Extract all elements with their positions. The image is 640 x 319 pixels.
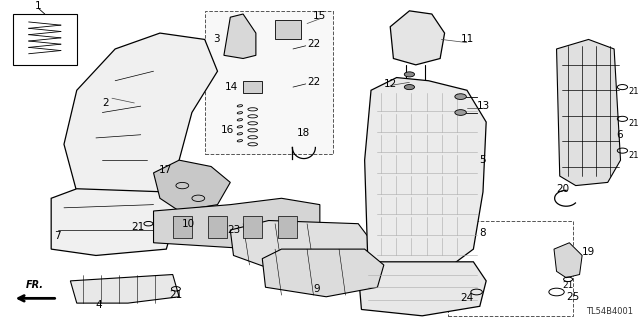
Bar [243, 216, 262, 238]
Circle shape [404, 72, 415, 77]
Text: 24: 24 [460, 293, 474, 303]
Text: TL54B4001: TL54B4001 [586, 307, 634, 316]
Text: 12: 12 [383, 79, 397, 89]
Bar [205, 11, 333, 154]
Bar [448, 220, 573, 316]
Text: 8: 8 [479, 228, 486, 238]
Text: 19: 19 [582, 247, 595, 257]
Polygon shape [554, 243, 582, 278]
Text: 22: 22 [307, 77, 320, 87]
Text: 4: 4 [96, 300, 102, 310]
Text: 9: 9 [314, 284, 320, 294]
Circle shape [404, 85, 415, 90]
Text: 25: 25 [566, 292, 579, 302]
Polygon shape [365, 78, 486, 275]
Bar [243, 81, 262, 93]
Bar [208, 216, 227, 238]
Text: 23: 23 [227, 225, 240, 235]
Bar [278, 216, 298, 238]
Text: 21: 21 [170, 290, 182, 300]
Text: 16: 16 [220, 125, 234, 135]
Text: 6: 6 [616, 130, 623, 140]
Text: 10: 10 [182, 219, 195, 229]
Text: 20: 20 [556, 184, 570, 194]
Bar [173, 216, 192, 238]
Polygon shape [557, 40, 621, 186]
Text: 21: 21 [628, 87, 639, 96]
Bar [275, 20, 301, 40]
Text: FR.: FR. [26, 280, 44, 290]
Text: 21: 21 [628, 119, 639, 128]
Text: 5: 5 [479, 155, 486, 165]
Polygon shape [64, 33, 218, 204]
Text: 18: 18 [297, 128, 310, 138]
Text: 21: 21 [131, 222, 144, 232]
Bar [13, 14, 77, 65]
Polygon shape [70, 275, 179, 303]
Text: 13: 13 [476, 101, 490, 111]
Text: 3: 3 [213, 34, 220, 44]
Polygon shape [262, 249, 384, 297]
Text: 21: 21 [628, 151, 639, 160]
Circle shape [455, 110, 467, 115]
Text: 11: 11 [460, 34, 474, 44]
Polygon shape [224, 14, 256, 58]
Text: 21: 21 [563, 281, 573, 290]
Text: 15: 15 [313, 11, 326, 21]
Polygon shape [230, 220, 378, 268]
Polygon shape [154, 198, 320, 249]
Polygon shape [154, 160, 230, 211]
Text: 2: 2 [102, 98, 109, 108]
Text: 7: 7 [54, 231, 61, 241]
Text: 14: 14 [225, 82, 238, 92]
Polygon shape [51, 189, 179, 256]
Polygon shape [358, 262, 486, 316]
Circle shape [455, 94, 467, 100]
Text: 22: 22 [307, 39, 320, 49]
Text: 1: 1 [35, 1, 42, 11]
Polygon shape [390, 11, 445, 65]
Text: 17: 17 [159, 165, 172, 175]
